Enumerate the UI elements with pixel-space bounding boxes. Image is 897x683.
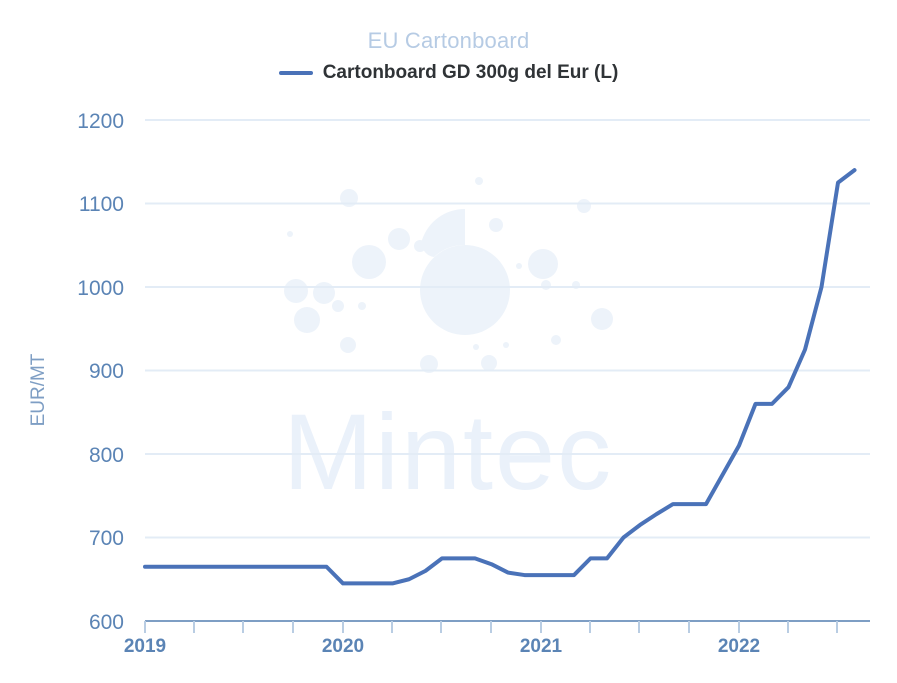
xtick-label: 2021 (520, 636, 563, 657)
watermark-text: Mintec (283, 391, 613, 512)
gridlines (145, 119, 870, 539)
ytick-label: 600 (89, 611, 124, 634)
legend-line-swatch (278, 71, 313, 75)
x-axis (144, 620, 870, 633)
legend-series-label: Cartonboard GD 300g del Eur (L) (322, 62, 619, 83)
ytick-label: 900 (89, 360, 124, 383)
ytick-label: 800 (89, 444, 124, 467)
chart-legend: Cartonboard GD 300g del Eur (L) (0, 62, 897, 84)
xtick-label: 2022 (718, 636, 760, 657)
ytick-label: 700 (89, 527, 124, 550)
ytick-label: 1000 (77, 277, 124, 300)
watermark-logo (284, 177, 613, 373)
y-axis-title: EUR/MT (28, 353, 49, 426)
xtick-label: 2020 (322, 636, 364, 657)
chart-title: EU Cartonboard (367, 28, 530, 53)
ytick-label: 1100 (79, 193, 124, 216)
y-axis-ticks: 1200 1100 1000 900 800 700 600 (77, 110, 124, 634)
ytick-label: 1200 (77, 110, 124, 133)
x-axis-ticks: 2019 2020 2021 2022 (124, 636, 760, 657)
series-line-cartonboard (143, 168, 857, 586)
xtick-label: 2019 (124, 636, 166, 657)
